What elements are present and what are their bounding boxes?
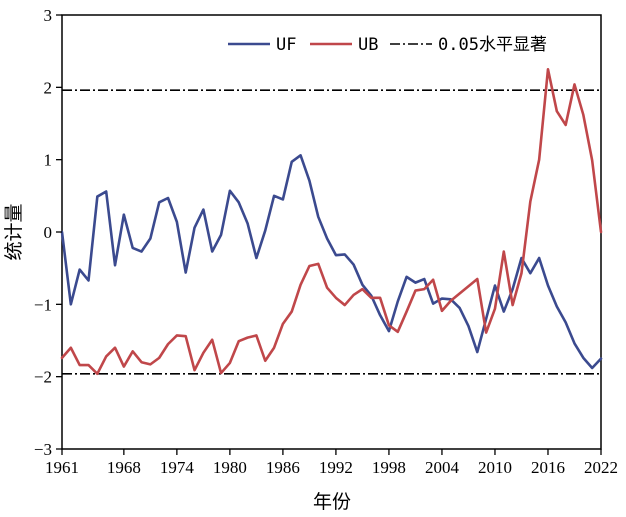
axes: 1961 1968 1974 1980 1986 1992 1998 2004 2010 2016…	[34, 6, 618, 477]
plot-area	[61, 14, 602, 450]
series-line-ub	[60, 67, 603, 376]
x-tick-label: 2010	[478, 458, 512, 477]
y-tick-label: 1	[44, 151, 53, 170]
series-lines	[60, 67, 603, 376]
legend: UF UB 0.05水平显著	[228, 35, 547, 55]
series-line-uf	[60, 154, 603, 370]
x-tick-label: 2004	[425, 458, 460, 477]
plot-frame	[61, 14, 602, 450]
legend-ub-label: UB	[358, 35, 378, 55]
x-tick-label: 1974	[160, 458, 195, 477]
y-tick-label: 0	[44, 223, 53, 242]
legend-uf-label: UF	[276, 35, 296, 55]
x-tick-label: 1980	[213, 458, 247, 477]
y-tick-label: −1	[34, 295, 52, 314]
x-tick-label: 1968	[107, 458, 141, 477]
x-tick-label: 1992	[319, 458, 353, 477]
x-tick-label: 1998	[372, 458, 406, 477]
x-tick-label: 1986	[266, 458, 300, 477]
x-tick-label: 2022	[584, 458, 618, 477]
y-tick-label: −3	[34, 440, 52, 459]
y-tick-label: 3	[44, 6, 53, 25]
y-tick-label: 2	[44, 78, 53, 97]
x-tick-label: 1961	[45, 458, 79, 477]
x-tick-label: 2016	[531, 458, 565, 477]
legend-significance-label: 0.05水平显著	[438, 35, 547, 55]
y-axis-title: 统计量	[3, 203, 25, 260]
y-tick-label: −2	[34, 368, 52, 387]
x-axis-title: 年份	[313, 491, 351, 513]
significance-lines	[62, 89, 601, 375]
